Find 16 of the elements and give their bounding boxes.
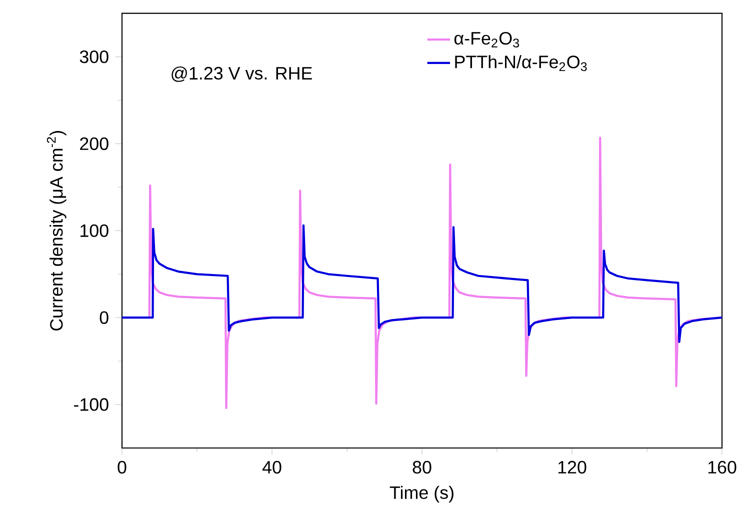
x-tick-label: 80 xyxy=(412,460,432,474)
x-tick-label: 120 xyxy=(558,460,586,474)
y-tick-label: 200 xyxy=(80,137,108,150)
line-series xyxy=(122,224,722,344)
legend-label: PTTh-N/α-Fe$_{2}$O$_{3}$ xyxy=(455,55,587,72)
x-tick-label: 160 xyxy=(708,460,736,474)
y-axis-title: Current density (μA cm$^{-2}$) xyxy=(46,131,66,331)
y-tick-label: 0 xyxy=(100,311,108,324)
y-tick-label: 100 xyxy=(80,224,108,238)
legend-label: α-Fe$_{2}$O$_{3}$ xyxy=(454,32,520,48)
y-tick-label: -100 xyxy=(74,398,108,411)
y-tick-label: 300 xyxy=(80,50,108,64)
x-tick-label: 40 xyxy=(262,460,282,474)
x-axis-title: Time (s) xyxy=(390,486,454,503)
annotation: @1.23 V vs. RHE xyxy=(172,66,312,82)
x-tick-label: 0 xyxy=(118,460,126,474)
